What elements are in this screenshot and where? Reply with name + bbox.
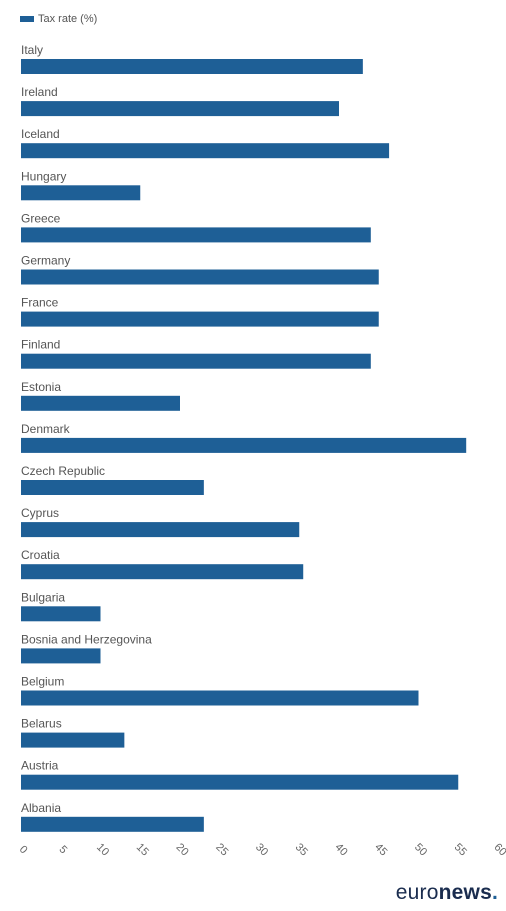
category-label-croatia: Croatia [21,548,60,562]
x-tick-label-20: 20 [174,841,191,858]
bar-bulgaria [21,606,101,622]
bar-greece [21,227,371,243]
bar-italy [21,59,363,74]
legend-label: Tax rate (%) [38,13,98,25]
x-tick-label-45: 45 [372,841,389,858]
logo-word-light: euro [395,881,439,904]
category-label-albania: Albania [21,801,61,815]
legend-swatch [20,16,34,22]
bar-hungary [21,185,141,201]
euronews-logo: euronews. [396,881,498,905]
bar-ireland [21,101,339,117]
x-tick-label-35: 35 [293,841,310,858]
category-label-greece: Greece [21,211,61,225]
bar-germany [21,269,379,285]
x-tick-label-10: 10 [94,841,111,858]
bar-albania [21,816,204,832]
category-label-bulgaria: Bulgaria [21,590,65,604]
x-tick-label-25: 25 [213,841,230,858]
bar-chart: Italy Ireland Iceland Hungary Greece Germany F… [17,43,506,858]
category-label-france: France [21,296,59,310]
bar-croatia [21,564,304,580]
bar-france [21,311,379,327]
category-label-bosnia-and-herzegovina: Bosnia and Herzegovina [21,632,152,646]
category-label-austria: Austria [21,759,59,773]
category-label-germany: Germany [21,254,70,268]
bar-iceland [21,143,390,159]
category-label-belarus: Belarus [21,717,62,731]
bar-belarus [21,732,125,748]
x-tick-label-15: 15 [134,841,151,858]
category-label-czech-republic: Czech Republic [21,464,105,478]
category-label-cyprus: Cyprus [21,506,59,520]
legend: Tax rate (%) [20,12,97,26]
x-tick-label-40: 40 [333,841,350,858]
category-label-ireland: Ireland [21,85,58,99]
bar-belgium [21,690,419,706]
x-tick-label-50: 50 [412,841,429,858]
category-label-belgium: Belgium [21,675,64,689]
bar-bosnia-and-herzegovina [21,648,101,664]
bar-finland [21,353,371,369]
x-tick-label-55: 55 [452,841,469,858]
x-tick-label-60: 60 [492,841,506,858]
bar-austria [21,774,459,790]
logo-word-bold: news [438,881,492,904]
category-label-iceland: Iceland [21,127,60,141]
x-tick-label-0: 0 [17,843,30,856]
logo-dot: . [491,881,498,904]
bar-cyprus [21,522,300,538]
x-tick-label-5: 5 [56,843,69,856]
category-label-finland: Finland [21,338,60,352]
category-label-denmark: Denmark [21,422,71,436]
category-label-italy: Italy [21,43,43,57]
bar-denmark [21,437,467,453]
category-label-estonia: Estonia [21,380,61,394]
x-tick-label-30: 30 [253,841,270,858]
bar-czech-republic [21,480,204,495]
category-label-hungary: Hungary [21,169,66,183]
bar-estonia [21,395,180,411]
